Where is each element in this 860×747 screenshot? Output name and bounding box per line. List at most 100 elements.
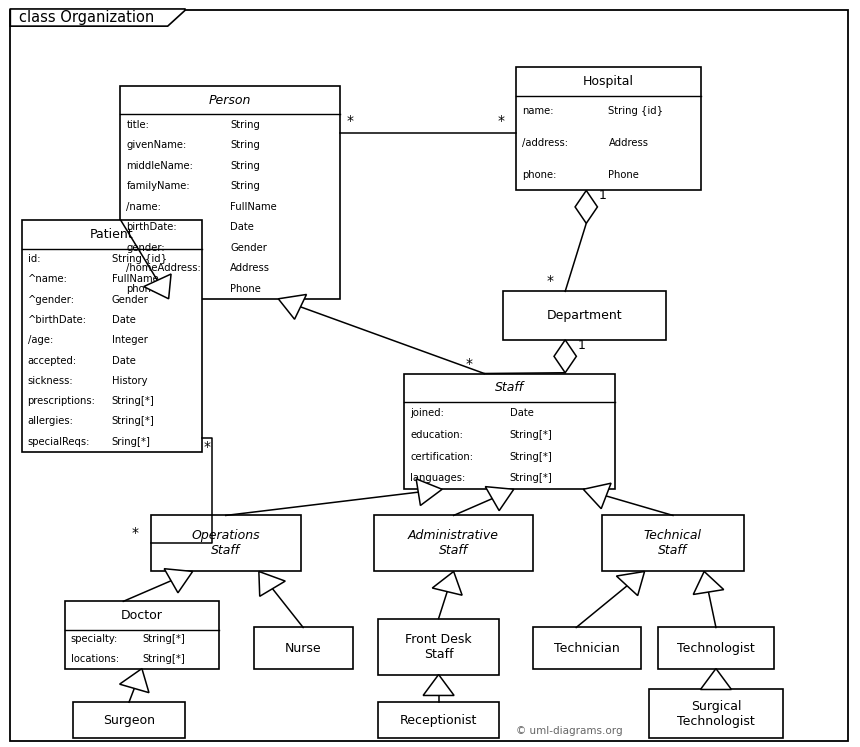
Text: FullName: FullName: [230, 202, 277, 211]
Text: birthDate:: birthDate:: [126, 222, 177, 232]
Text: certification:: certification:: [410, 451, 473, 462]
Text: *: *: [497, 114, 504, 128]
Polygon shape: [617, 571, 645, 595]
Text: prescriptions:: prescriptions:: [28, 396, 95, 406]
Text: String: String: [230, 161, 260, 170]
Text: education:: education:: [410, 430, 463, 440]
Text: ^birthDate:: ^birthDate:: [28, 315, 87, 325]
Text: /address:: /address:: [522, 138, 568, 148]
Text: *: *: [546, 274, 553, 288]
Text: String[*]: String[*]: [112, 396, 155, 406]
Text: String: String: [230, 140, 260, 150]
Text: String {id}: String {id}: [112, 254, 167, 264]
Text: /age:: /age:: [28, 335, 52, 345]
FancyBboxPatch shape: [73, 702, 185, 738]
Text: gender:: gender:: [126, 243, 165, 252]
Text: String: String: [230, 120, 260, 129]
Text: Address: Address: [609, 138, 648, 148]
Text: String: String: [230, 181, 260, 191]
Text: String[*]: String[*]: [509, 451, 552, 462]
Text: phone:: phone:: [126, 284, 161, 294]
Text: © uml-diagrams.org: © uml-diagrams.org: [516, 725, 623, 736]
Text: givenName:: givenName:: [126, 140, 187, 150]
Text: Phone: Phone: [609, 170, 639, 180]
Text: sickness:: sickness:: [28, 376, 73, 385]
Text: title:: title:: [126, 120, 150, 129]
Text: Administrative
Staff: Administrative Staff: [408, 530, 499, 557]
Polygon shape: [433, 571, 462, 595]
Text: Technologist: Technologist: [677, 642, 755, 654]
FancyBboxPatch shape: [516, 67, 701, 190]
Text: Person: Person: [209, 93, 251, 107]
Polygon shape: [144, 274, 171, 299]
Text: Technical
Staff: Technical Staff: [644, 530, 702, 557]
Text: specialReqs:: specialReqs:: [28, 437, 90, 447]
Text: *: *: [204, 441, 211, 454]
Text: Receptionist: Receptionist: [400, 713, 477, 727]
Text: FullName: FullName: [112, 274, 158, 284]
FancyBboxPatch shape: [658, 627, 774, 669]
Text: Address: Address: [230, 263, 270, 273]
Text: Surgeon: Surgeon: [103, 713, 155, 727]
Polygon shape: [693, 571, 724, 595]
Text: ^gender:: ^gender:: [28, 294, 75, 305]
FancyBboxPatch shape: [378, 619, 499, 675]
Text: Staff: Staff: [495, 381, 524, 394]
Text: String[*]: String[*]: [142, 634, 185, 645]
Polygon shape: [554, 340, 576, 373]
FancyBboxPatch shape: [503, 291, 666, 340]
Text: Date: Date: [230, 222, 254, 232]
Text: allergies:: allergies:: [28, 417, 73, 427]
Text: Hospital: Hospital: [583, 75, 634, 88]
Text: ^name:: ^name:: [28, 274, 67, 284]
Text: Patient: Patient: [90, 228, 133, 241]
FancyBboxPatch shape: [64, 601, 219, 669]
FancyBboxPatch shape: [120, 86, 340, 299]
Text: Operations
Staff: Operations Staff: [192, 530, 260, 557]
Text: /name:: /name:: [126, 202, 162, 211]
Polygon shape: [423, 675, 454, 695]
FancyBboxPatch shape: [374, 515, 533, 571]
Text: locations:: locations:: [71, 654, 119, 664]
Text: String[*]: String[*]: [112, 417, 155, 427]
Text: Gender: Gender: [230, 243, 267, 252]
Text: Sring[*]: Sring[*]: [112, 437, 150, 447]
Text: String {id}: String {id}: [609, 106, 664, 117]
Text: class Organization: class Organization: [19, 10, 154, 25]
Polygon shape: [583, 483, 611, 509]
Text: Phone: Phone: [230, 284, 261, 294]
Text: Department: Department: [547, 309, 623, 322]
Text: String[*]: String[*]: [142, 654, 185, 664]
Polygon shape: [10, 9, 185, 26]
Text: familyName:: familyName:: [126, 181, 190, 191]
FancyBboxPatch shape: [22, 220, 202, 452]
Text: Doctor: Doctor: [121, 609, 163, 622]
Polygon shape: [416, 479, 442, 506]
Text: name:: name:: [522, 106, 554, 117]
Polygon shape: [700, 669, 731, 689]
Text: /homeAddress:: /homeAddress:: [126, 263, 201, 273]
Text: joined:: joined:: [410, 408, 444, 418]
Text: Date: Date: [112, 356, 136, 365]
Text: id:: id:: [28, 254, 40, 264]
Polygon shape: [259, 571, 286, 596]
Text: *: *: [465, 356, 472, 371]
Text: accepted:: accepted:: [28, 356, 77, 365]
Text: Date: Date: [112, 315, 136, 325]
Polygon shape: [279, 294, 306, 319]
FancyBboxPatch shape: [10, 10, 848, 741]
FancyBboxPatch shape: [404, 374, 615, 489]
Text: 1: 1: [578, 339, 586, 352]
Text: languages:: languages:: [410, 474, 465, 483]
FancyBboxPatch shape: [533, 627, 641, 669]
Text: Surgical
Technologist: Surgical Technologist: [677, 700, 755, 728]
FancyBboxPatch shape: [602, 515, 744, 571]
Text: Gender: Gender: [112, 294, 149, 305]
Text: specialty:: specialty:: [71, 634, 118, 645]
Polygon shape: [164, 568, 193, 593]
Text: *: *: [132, 527, 138, 541]
Text: 1: 1: [599, 190, 607, 202]
Text: Nurse: Nurse: [285, 642, 322, 654]
Text: phone:: phone:: [522, 170, 556, 180]
FancyBboxPatch shape: [254, 627, 353, 669]
